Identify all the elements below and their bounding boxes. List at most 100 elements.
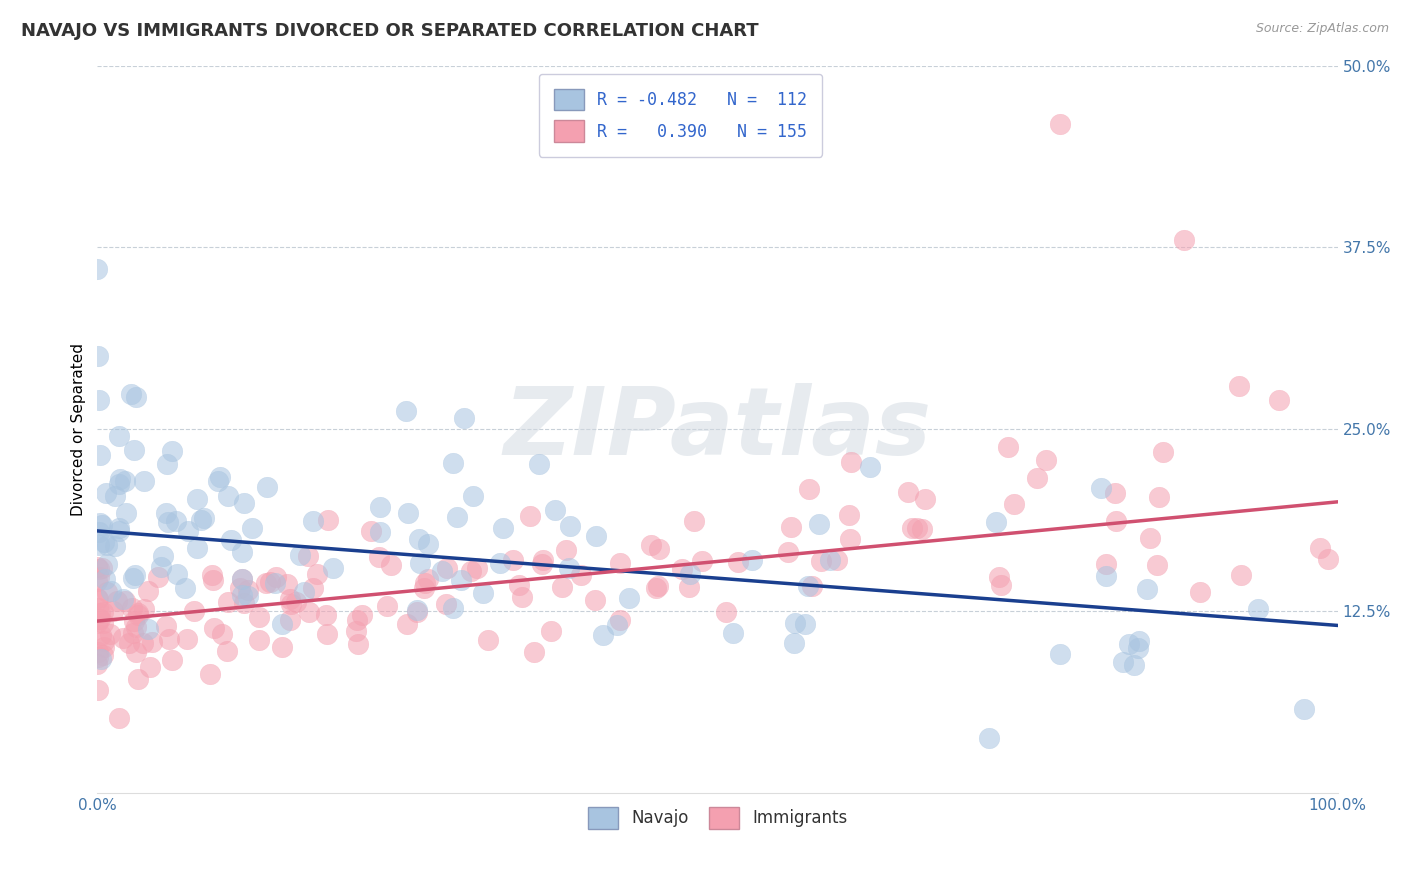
Point [90,652,112,666]
Point [640,538,662,552]
Point [519,509,541,524]
Point [107,710,129,724]
Point [461,489,484,503]
Point [839,455,862,469]
Point [723,626,745,640]
Point [160,653,183,667]
Point [96,557,118,571]
Point [592,628,614,642]
Point [87,649,110,664]
Point [247,610,270,624]
Point [207,474,229,488]
Text: Source: ZipAtlas.com: Source: ZipAtlas.com [1256,22,1389,36]
Point [839,532,862,546]
Point [1104,486,1126,500]
Point [380,558,402,573]
Point [1090,481,1112,495]
Point [280,592,302,607]
Point [202,621,225,635]
Point [221,533,243,548]
Point [94,486,117,500]
Point [86,559,108,574]
Point [801,579,824,593]
Point [108,476,131,491]
Point [89,448,111,462]
Point [114,474,136,488]
Point [141,635,163,649]
Point [122,571,145,585]
Point [540,624,562,638]
Point [177,524,200,539]
Point [783,615,806,630]
Point [200,666,222,681]
Point [897,485,920,500]
Point [471,586,494,600]
Point [988,569,1011,583]
Point [152,549,174,564]
Point [1035,453,1057,467]
Point [217,595,239,609]
Point [124,567,146,582]
Point [231,572,253,586]
Point [127,608,149,623]
Point [87,538,110,552]
Point [609,556,631,570]
Point [86,591,108,605]
Point [645,581,668,595]
Point [648,542,671,557]
Point [1139,532,1161,546]
Point [202,573,225,587]
Point [838,508,860,522]
Point [434,597,457,611]
Point [977,731,1000,745]
Point [585,529,607,543]
Point [558,519,581,533]
Point [122,443,145,458]
Point [1227,378,1250,392]
Point [91,648,114,663]
Point [98,627,121,641]
Point [217,644,239,658]
Point [551,580,574,594]
Point [647,579,669,593]
Point [360,524,382,538]
Point [302,514,325,528]
Point [465,561,488,575]
Point [395,617,418,632]
Point [544,503,567,517]
Point [90,627,112,641]
Point [914,491,936,506]
Point [1126,640,1149,655]
Point [413,582,436,596]
Point [236,582,259,597]
Point [231,589,253,603]
Point [436,561,458,575]
Point [367,550,389,565]
Point [408,533,430,547]
Point [86,262,108,277]
Point [990,578,1012,592]
Point [229,581,252,595]
Point [211,626,233,640]
Point [558,561,581,575]
Point [86,574,108,588]
Point [86,616,108,631]
Point [232,595,254,609]
Point [1095,568,1118,582]
Point [911,523,934,537]
Point [405,606,427,620]
Point [416,572,439,586]
Point [87,562,110,576]
Point [1147,490,1170,504]
Point [298,605,321,619]
Point [441,456,464,470]
Point [368,525,391,540]
Point [1002,497,1025,511]
Point [103,604,125,618]
Point [1309,541,1331,556]
Point [818,552,841,566]
Point [810,554,832,568]
Point [89,612,111,626]
Point [297,549,319,563]
Point [418,537,440,551]
